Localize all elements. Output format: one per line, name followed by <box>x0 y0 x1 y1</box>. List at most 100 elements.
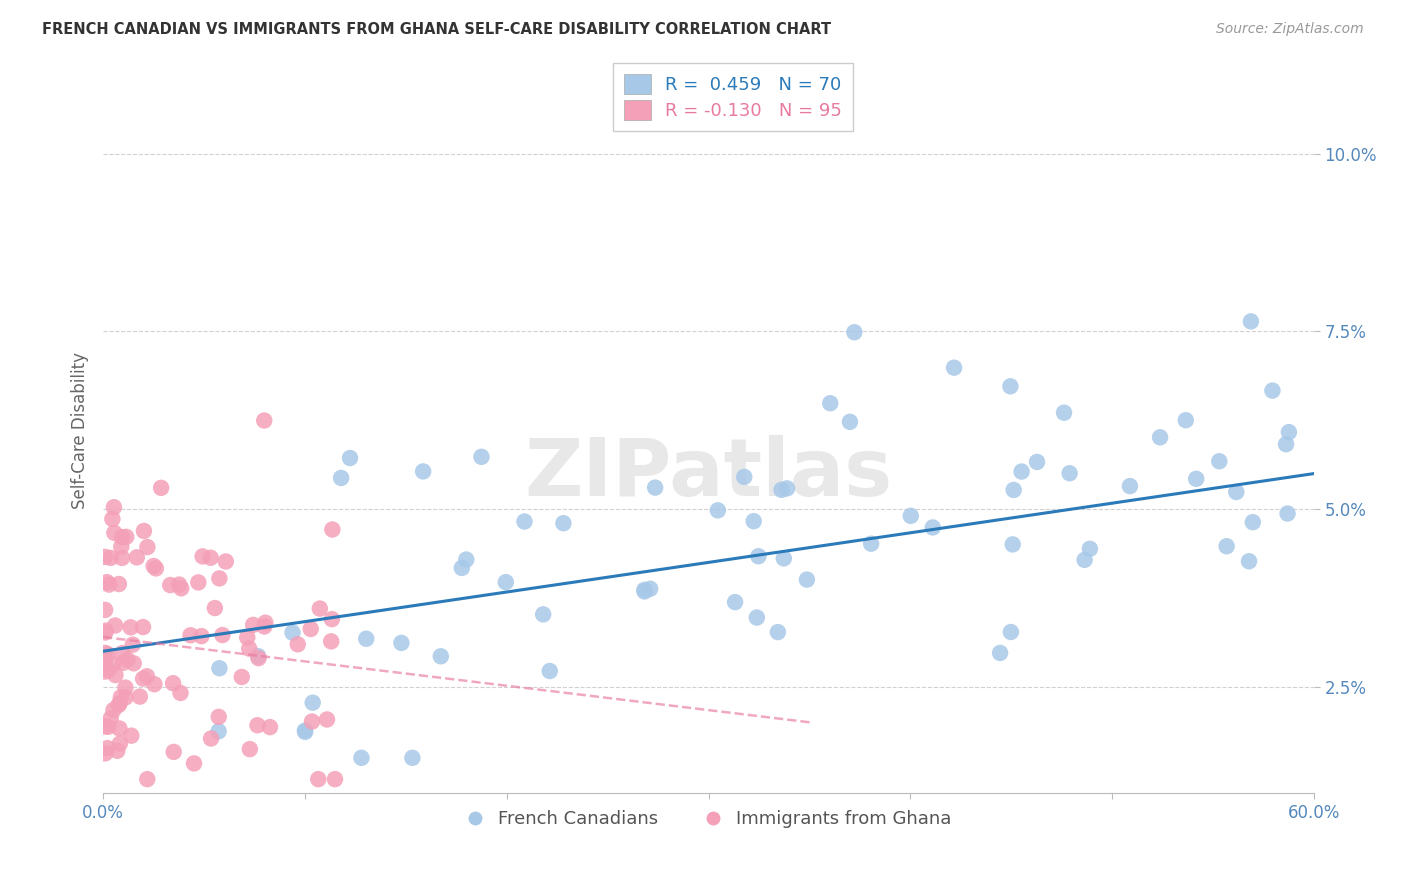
Point <box>747 549 769 564</box>
Point <box>100 711 122 725</box>
Point <box>844 325 866 339</box>
Point <box>191 549 214 564</box>
Point <box>1026 455 1049 469</box>
Point <box>115 530 138 544</box>
Point <box>350 751 373 765</box>
Point <box>294 723 316 738</box>
Point <box>323 772 346 786</box>
Point <box>294 724 316 739</box>
Point <box>104 618 127 632</box>
Point <box>111 530 134 544</box>
Point <box>470 450 492 464</box>
Point <box>281 625 304 640</box>
Point <box>921 520 943 534</box>
Point <box>108 577 131 591</box>
Point <box>553 516 575 531</box>
Point <box>354 632 377 646</box>
Point <box>100 550 122 565</box>
Point <box>208 571 231 585</box>
Point <box>321 612 343 626</box>
Point <box>1053 406 1076 420</box>
Point <box>389 636 412 650</box>
Point <box>215 554 238 568</box>
Point <box>111 550 134 565</box>
Point <box>307 772 329 786</box>
Point <box>104 668 127 682</box>
Point <box>107 698 129 712</box>
Point <box>644 481 666 495</box>
Point <box>208 710 231 724</box>
Point <box>1078 541 1101 556</box>
Point <box>150 481 173 495</box>
Legend: French Canadians, Immigrants from Ghana: French Canadians, Immigrants from Ghana <box>458 803 959 835</box>
Point <box>724 595 747 609</box>
Point <box>321 523 343 537</box>
Point <box>103 703 125 717</box>
Point <box>108 697 131 711</box>
Point <box>495 575 517 590</box>
Point <box>159 578 181 592</box>
Point <box>96 741 118 756</box>
Point <box>633 582 655 597</box>
Point <box>208 661 231 675</box>
Point <box>142 559 165 574</box>
Point <box>1215 539 1237 553</box>
Point <box>120 620 142 634</box>
Point <box>1275 437 1298 451</box>
Point <box>1237 554 1260 568</box>
Point <box>94 549 117 564</box>
Point <box>247 649 270 664</box>
Point <box>242 618 264 632</box>
Point <box>301 696 323 710</box>
Point <box>122 657 145 671</box>
Point <box>120 729 142 743</box>
Point <box>900 508 922 523</box>
Point <box>207 724 229 739</box>
Point <box>97 663 120 677</box>
Point <box>145 561 167 575</box>
Point <box>638 582 661 596</box>
Point <box>103 525 125 540</box>
Point <box>103 500 125 515</box>
Point <box>94 719 117 733</box>
Point <box>101 512 124 526</box>
Point <box>1149 430 1171 444</box>
Point <box>412 464 434 478</box>
Point <box>231 670 253 684</box>
Point <box>183 756 205 771</box>
Point <box>103 657 125 672</box>
Point <box>742 514 765 528</box>
Point <box>94 651 117 665</box>
Point <box>531 607 554 622</box>
Point <box>450 561 472 575</box>
Point <box>1073 553 1095 567</box>
Point <box>132 620 155 634</box>
Point <box>339 450 361 465</box>
Point <box>170 582 193 596</box>
Point <box>247 651 270 665</box>
Point <box>1225 485 1247 500</box>
Point <box>136 540 159 554</box>
Point <box>1261 384 1284 398</box>
Point <box>1059 467 1081 481</box>
Point <box>253 413 276 427</box>
Point <box>143 677 166 691</box>
Point <box>1119 479 1142 493</box>
Point <box>818 396 841 410</box>
Point <box>401 751 423 765</box>
Point <box>770 483 793 497</box>
Point <box>94 603 117 617</box>
Point <box>96 575 118 590</box>
Point <box>97 720 120 734</box>
Point <box>1208 454 1230 468</box>
Point <box>1011 465 1033 479</box>
Point <box>211 628 233 642</box>
Point <box>110 690 132 705</box>
Point <box>1240 314 1263 328</box>
Point <box>179 628 201 642</box>
Point <box>308 601 330 615</box>
Point <box>1000 379 1022 393</box>
Point <box>321 634 343 648</box>
Point <box>94 665 117 679</box>
Point <box>167 577 190 591</box>
